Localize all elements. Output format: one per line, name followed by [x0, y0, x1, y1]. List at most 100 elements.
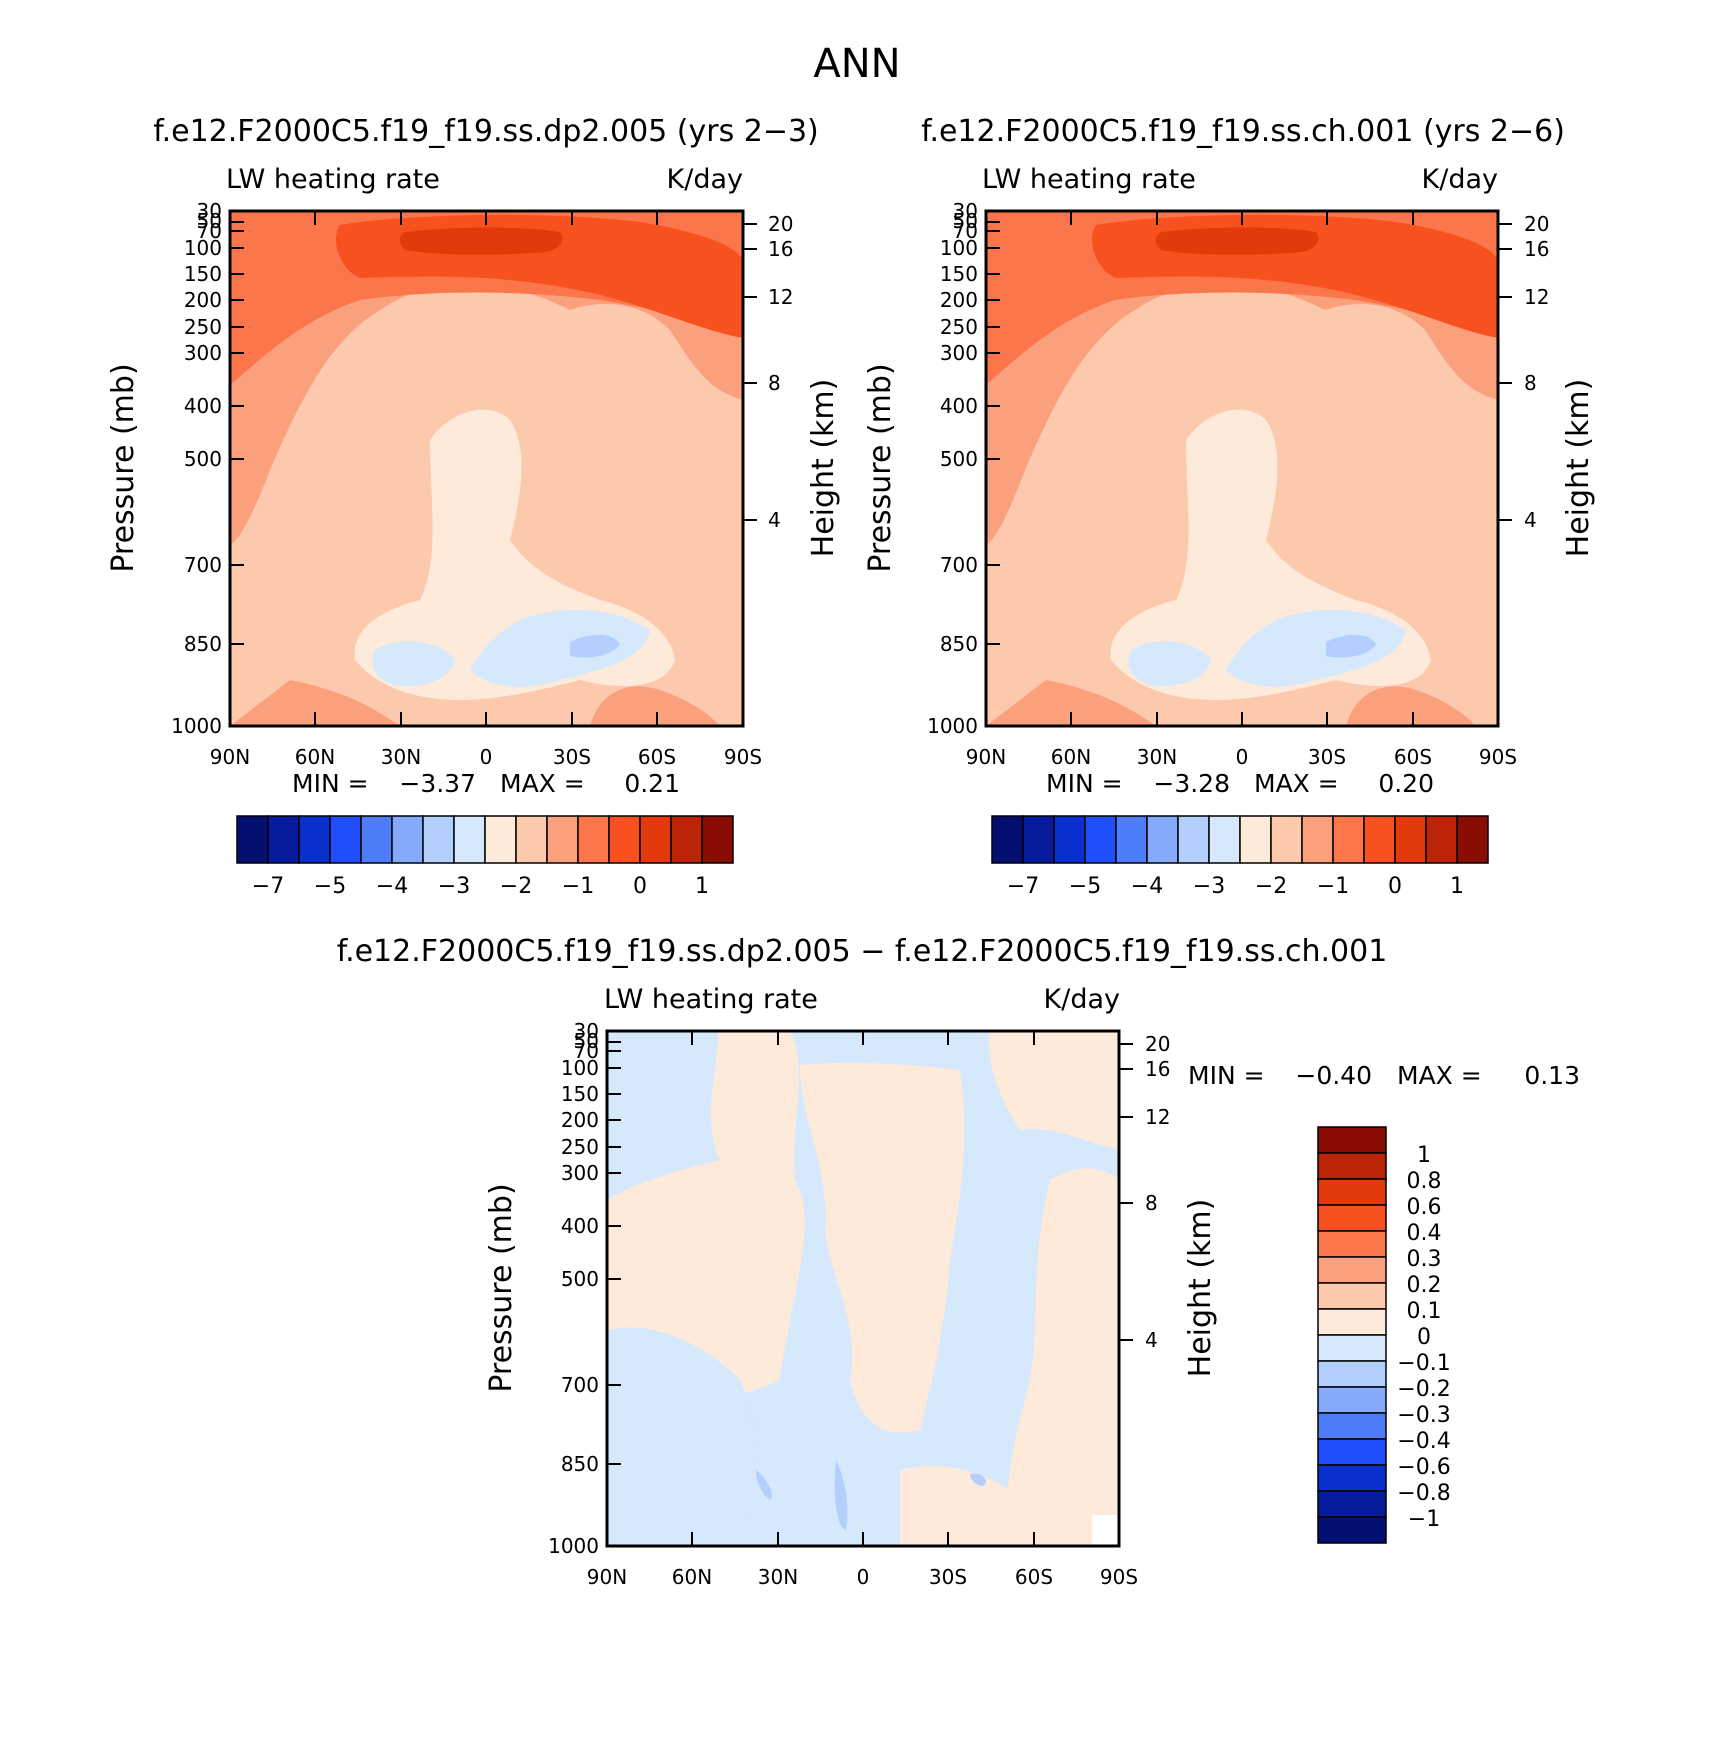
- colorbar-swatch: [1270, 815, 1303, 864]
- colorbar-swatch: [515, 815, 548, 864]
- lat-tick-label: 30N: [381, 745, 421, 769]
- colorbar-label: 0.1: [1407, 1299, 1442, 1324]
- contour-fill: [970, 1473, 986, 1486]
- colorbar-swatch: [267, 815, 300, 864]
- pressure-tick-label: 70: [574, 1039, 599, 1063]
- colorbar-label: −4: [1131, 874, 1163, 899]
- contour-fill: [989, 1031, 1119, 1150]
- height-tick-label: 16: [768, 237, 793, 261]
- panel-case2: f.e12.F2000C5.f19_f19.ss.ch.001 (yrs 2−6…: [863, 114, 1596, 899]
- pressure-tick-label: 200: [940, 288, 978, 312]
- pressure-tick-label: 400: [940, 394, 978, 418]
- height-tick-label: 4: [1145, 1328, 1158, 1352]
- contour-fill: [372, 641, 455, 687]
- contour-fill: [1346, 686, 1476, 726]
- field-label: LW heating rate: [604, 984, 818, 1015]
- lat-tick-label: 90S: [1479, 745, 1517, 769]
- height-tick-label: 12: [1524, 285, 1549, 309]
- pressure-tick-label: 150: [561, 1082, 599, 1106]
- pressure-tick-label: 500: [561, 1267, 599, 1291]
- colorbar-swatch: [1084, 815, 1117, 864]
- lat-tick-label: 60S: [1394, 745, 1432, 769]
- colorbar-swatch: [1177, 815, 1210, 864]
- colorbar-label: −5: [314, 874, 346, 899]
- pressure-tick-label: 30: [197, 199, 222, 223]
- y-axis-label: Pressure (mb): [863, 363, 898, 572]
- pressure-axis: 30 50 70 100 150 200 250 300 400 500 700…: [171, 199, 222, 738]
- contour-fill: [1007, 1168, 1119, 1546]
- contour-fill: [834, 1460, 848, 1530]
- colorbar-label: −0.4: [1397, 1429, 1450, 1454]
- units-label: K/day: [1044, 984, 1120, 1015]
- lat-tick-label: 90N: [210, 745, 250, 769]
- pressure-tick-label: 300: [940, 341, 978, 365]
- pressure-tick-label: 50: [197, 209, 222, 233]
- contour-fill: [1128, 641, 1211, 687]
- height-tick-marks: [743, 223, 757, 521]
- panel-title: f.e12.F2000C5.f19_f19.ss.dp2.005 (yrs 2−…: [153, 114, 819, 149]
- colorbar-swatch: [1317, 1126, 1387, 1154]
- colorbar-label: −5: [1069, 874, 1101, 899]
- colorbar-swatch: [422, 815, 455, 864]
- max-label: MAX =: [1254, 769, 1339, 798]
- min-max-readout: MIN = −0.40 MAX = 0.13: [1188, 1061, 1580, 1090]
- pressure-tick-marks: [230, 210, 244, 645]
- colorbar-swatch: [670, 815, 703, 864]
- pressure-tick-label: 70: [953, 219, 978, 243]
- pressure-tick-label: 100: [184, 236, 222, 260]
- min-value: −3.28: [1153, 769, 1230, 798]
- pressure-tick-label: 30: [574, 1019, 599, 1043]
- lat-tick-label: 0: [480, 745, 493, 769]
- height-tick-label: 8: [1524, 371, 1537, 395]
- lat-tick-label: 60N: [295, 745, 335, 769]
- contour-fill: [230, 680, 400, 726]
- colorbar-swatch: [1208, 815, 1241, 864]
- colorbar-swatch: [484, 815, 517, 864]
- max-value: 0.21: [624, 769, 680, 798]
- pressure-tick-label: 250: [184, 315, 222, 339]
- height-tick-label: 20: [1145, 1032, 1170, 1056]
- y-axis-label: Pressure (mb): [484, 1183, 519, 1392]
- colorbar-swatch: [701, 815, 734, 864]
- height-axis: 20 16 12 8 4: [768, 212, 793, 532]
- colorbar-label: −0.1: [1397, 1351, 1450, 1376]
- height-axis: 20 16 12 8 4: [1524, 212, 1549, 532]
- min-max-readout: MIN = −3.37 MAX = 0.21: [292, 769, 680, 798]
- colorbar-swatch: [546, 815, 579, 864]
- lat-tick-label: 0: [1236, 745, 1249, 769]
- lat-tick-label: 0: [857, 1565, 870, 1589]
- colorbar-swatch: [1317, 1360, 1387, 1388]
- contour-fill: [1326, 634, 1376, 658]
- colorbar-label: 0.2: [1407, 1273, 1442, 1298]
- height-tick-label: 12: [768, 285, 793, 309]
- max-label: MAX =: [1397, 1061, 1482, 1090]
- colorbar-labels: −7 −5 −4 −3 −2 −1 0 1: [252, 874, 709, 899]
- colorbar-label: −3: [1193, 874, 1225, 899]
- pressure-tick-label: 300: [561, 1161, 599, 1185]
- colorbar-swatch: [329, 815, 362, 864]
- contour-field: [230, 211, 743, 726]
- colorbar-swatch: [1317, 1282, 1387, 1310]
- colorbar-label: 1: [1450, 874, 1464, 899]
- contour-fill: [900, 1466, 1010, 1546]
- colorbar-swatches: [236, 815, 734, 864]
- lat-axis: 90N 60N 30N 0 30S 60S 90S: [587, 1565, 1138, 1589]
- contour-fill: [590, 686, 720, 726]
- pressure-tick-label: 700: [184, 553, 222, 577]
- pressure-tick-label: 700: [561, 1373, 599, 1397]
- colorbar-label: 0: [1417, 1325, 1431, 1350]
- colorbar-swatch: [1317, 1178, 1387, 1206]
- colorbar-label: 0.6: [1407, 1195, 1442, 1220]
- colorbar-swatch: [1317, 1464, 1387, 1492]
- colorbar-swatches: [991, 815, 1489, 864]
- colorbar-swatch: [991, 815, 1024, 864]
- pressure-tick-label: 30: [953, 199, 978, 223]
- colorbar-label: −1: [1317, 874, 1349, 899]
- pressure-tick-label: 150: [184, 262, 222, 286]
- colorbar-swatch: [1317, 1230, 1387, 1258]
- panel-title: f.e12.F2000C5.f19_f19.ss.ch.001 (yrs 2−6…: [921, 114, 1565, 149]
- pressure-axis: 30 50 70 100 150 200 250 300 400 500 700…: [548, 1019, 599, 1558]
- colorbar-swatch: [453, 815, 486, 864]
- y2-axis-label: Height (km): [1183, 1199, 1218, 1378]
